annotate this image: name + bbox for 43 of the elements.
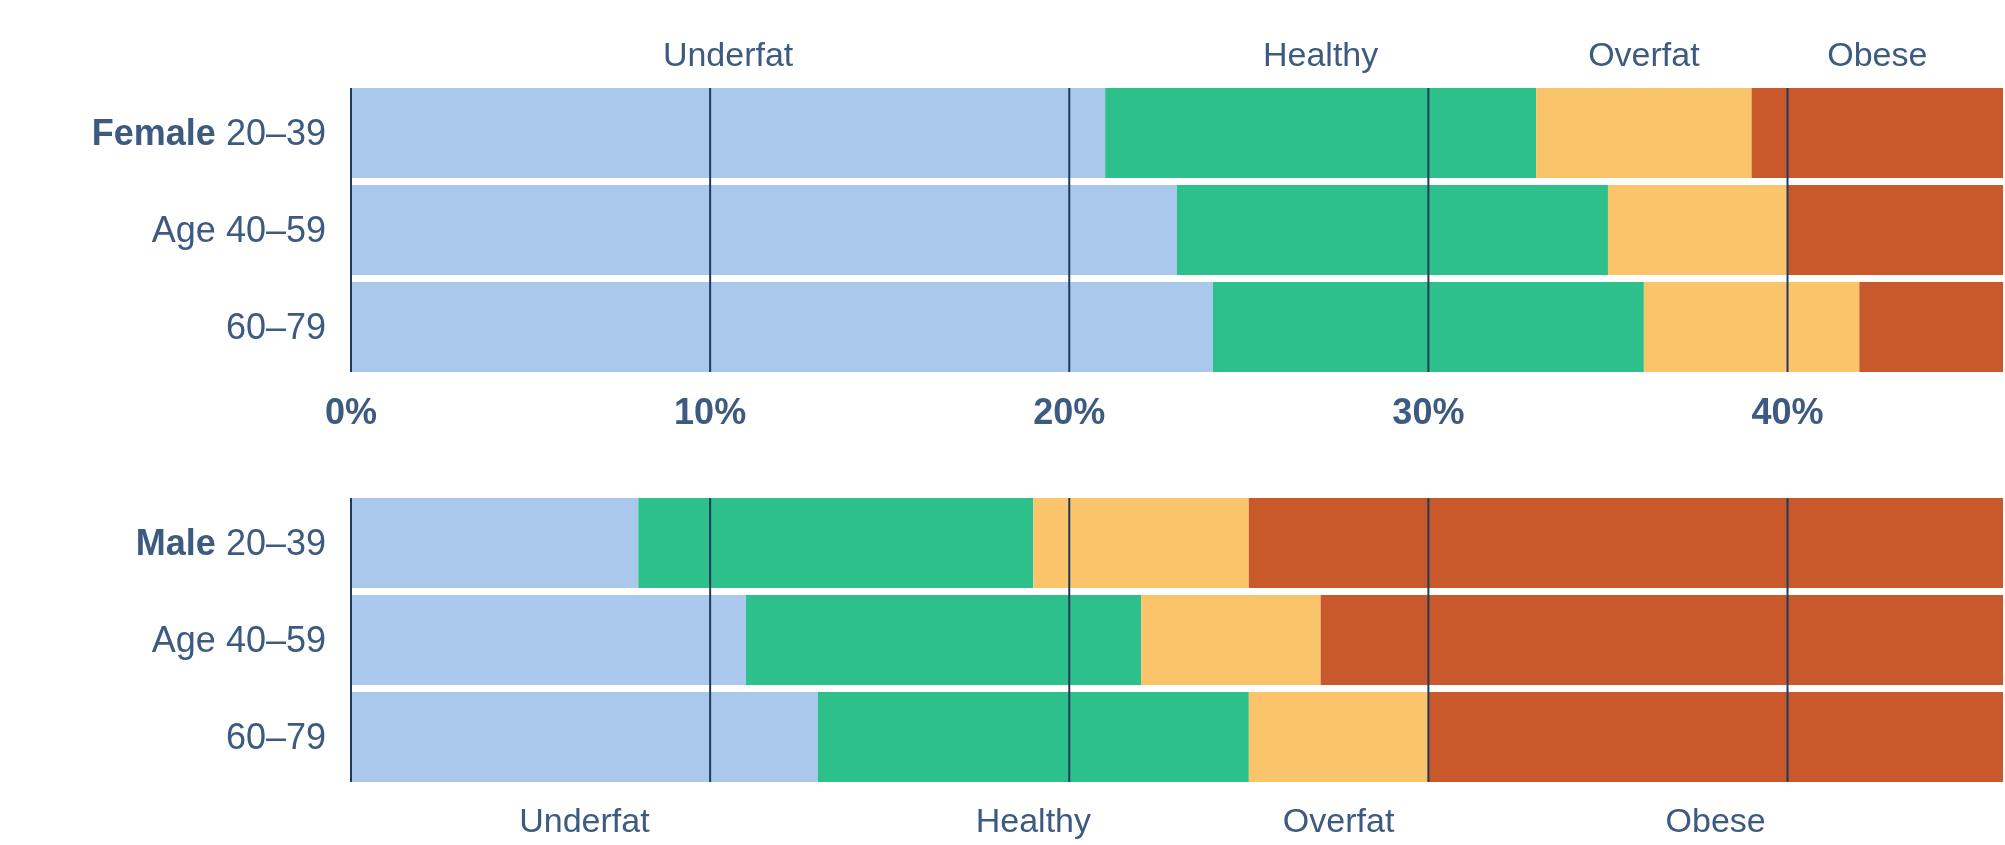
series-label: Healthy bbox=[975, 801, 1091, 839]
series-label: Obese bbox=[1665, 801, 1766, 839]
bar bbox=[1859, 282, 2003, 372]
bar bbox=[351, 595, 747, 685]
bar bbox=[351, 185, 1177, 275]
series-label: Obese bbox=[1827, 35, 1928, 73]
bar bbox=[1033, 498, 1249, 588]
bar bbox=[1643, 282, 1860, 372]
series-label: Overfat bbox=[1282, 801, 1395, 839]
y-tick-label: Age 40–59 bbox=[151, 619, 326, 660]
bar bbox=[746, 595, 1142, 685]
bar bbox=[351, 498, 639, 588]
y-tick-label: Male 20–39 bbox=[135, 522, 326, 563]
bar bbox=[1248, 692, 1429, 782]
series-label: Underfat bbox=[519, 801, 651, 839]
bar bbox=[1105, 88, 1537, 178]
bar bbox=[351, 88, 1106, 178]
x-tick-label: 30% bbox=[1392, 391, 1465, 432]
bar bbox=[1428, 692, 2003, 782]
bar bbox=[638, 498, 1034, 588]
series-label: Healthy bbox=[1263, 35, 1379, 73]
bar bbox=[1320, 595, 2003, 685]
bar bbox=[351, 692, 818, 782]
x-tick-label: 20% bbox=[1033, 391, 1106, 432]
bar bbox=[1248, 498, 2003, 588]
y-tick-label: Age 40–59 bbox=[151, 209, 326, 250]
x-tick-label: 10% bbox=[674, 391, 747, 432]
bar bbox=[1177, 185, 1608, 275]
bar bbox=[351, 282, 1213, 372]
bar bbox=[817, 692, 1249, 782]
bar bbox=[1536, 88, 1752, 178]
series-label: Overfat bbox=[1588, 35, 1701, 73]
y-tick-label: 60–79 bbox=[225, 306, 326, 347]
bar bbox=[1787, 185, 2003, 275]
bar bbox=[1141, 595, 1321, 685]
y-tick-label: 60–79 bbox=[225, 716, 326, 757]
series-label: Underfat bbox=[662, 35, 794, 73]
bar bbox=[1607, 185, 1788, 275]
y-tick-label: Female 20–39 bbox=[91, 112, 326, 153]
x-tick-label: 40% bbox=[1751, 391, 1824, 432]
bar bbox=[1212, 282, 1644, 372]
x-tick-label: 0% bbox=[324, 391, 378, 432]
bar bbox=[1751, 88, 2003, 178]
